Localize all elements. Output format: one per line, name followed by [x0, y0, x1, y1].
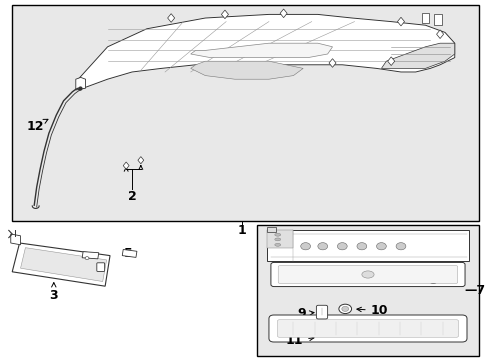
Text: 8: 8 — [417, 274, 436, 287]
Polygon shape — [266, 230, 293, 248]
Polygon shape — [436, 30, 443, 39]
Polygon shape — [397, 17, 404, 26]
Ellipse shape — [376, 243, 386, 250]
FancyBboxPatch shape — [270, 262, 464, 287]
Polygon shape — [11, 234, 20, 245]
Text: 6: 6 — [63, 249, 78, 262]
Text: 2: 2 — [127, 190, 136, 203]
Ellipse shape — [274, 233, 280, 236]
Ellipse shape — [395, 243, 405, 250]
Polygon shape — [387, 57, 394, 66]
Ellipse shape — [338, 304, 351, 314]
Polygon shape — [82, 252, 99, 259]
Text: 1: 1 — [237, 224, 246, 237]
Polygon shape — [78, 14, 454, 90]
Polygon shape — [123, 162, 129, 169]
Polygon shape — [138, 157, 143, 164]
Text: 5: 5 — [124, 247, 133, 260]
Ellipse shape — [300, 243, 310, 250]
Polygon shape — [190, 61, 303, 79]
Polygon shape — [20, 248, 106, 282]
Bar — [256, 225, 478, 356]
Ellipse shape — [85, 257, 89, 260]
Bar — [12, 5, 478, 221]
Polygon shape — [328, 59, 335, 67]
Polygon shape — [190, 43, 332, 58]
Polygon shape — [76, 77, 85, 90]
Polygon shape — [433, 14, 441, 25]
Text: —7: —7 — [463, 284, 484, 297]
FancyBboxPatch shape — [316, 305, 327, 319]
FancyBboxPatch shape — [277, 320, 458, 337]
Text: 12: 12 — [26, 119, 48, 132]
Ellipse shape — [361, 271, 373, 278]
Polygon shape — [122, 249, 137, 257]
Polygon shape — [221, 10, 228, 19]
Ellipse shape — [356, 243, 366, 250]
Polygon shape — [381, 43, 454, 68]
Polygon shape — [280, 9, 286, 18]
Ellipse shape — [274, 243, 280, 246]
Text: 3: 3 — [49, 283, 58, 302]
FancyBboxPatch shape — [97, 263, 104, 271]
Polygon shape — [167, 14, 174, 22]
Ellipse shape — [337, 243, 346, 250]
Ellipse shape — [317, 243, 327, 250]
Polygon shape — [266, 230, 468, 261]
Ellipse shape — [274, 238, 280, 241]
FancyBboxPatch shape — [278, 266, 457, 283]
Polygon shape — [12, 243, 110, 286]
Text: 9: 9 — [297, 307, 313, 320]
Text: 11: 11 — [285, 334, 313, 347]
FancyBboxPatch shape — [268, 315, 466, 342]
Ellipse shape — [341, 306, 348, 311]
Text: 4: 4 — [78, 261, 94, 274]
Text: 10: 10 — [356, 304, 387, 317]
Polygon shape — [421, 13, 428, 23]
Polygon shape — [266, 227, 276, 232]
